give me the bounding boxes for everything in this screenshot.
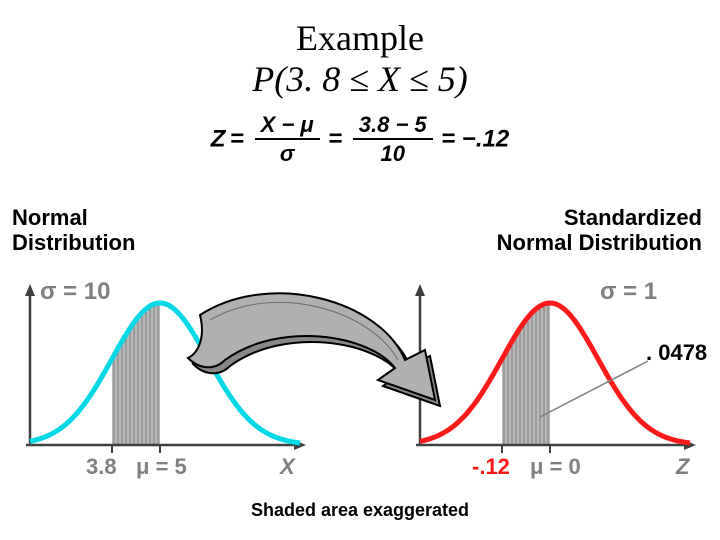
formula-frac2: 3.8 − 5 10 <box>353 111 433 168</box>
right-mu-label: μ = 0 <box>530 454 581 480</box>
left-x-tick: 3.8 <box>86 454 117 480</box>
formula-lhs: Z <box>211 125 226 152</box>
z-formula: Z = X − μ σ = 3.8 − 5 10 = −.12 <box>0 111 720 168</box>
right-axis-var: Z <box>676 454 689 480</box>
title-line2: P(3. 8 ≤ X ≤ 5) <box>0 59 720 100</box>
right-dist-label: Standardized Normal Distribution <box>497 205 702 256</box>
left-dist-label: Normal Distribution <box>12 205 135 256</box>
transform-arrow-icon <box>170 280 470 460</box>
footer-note: Shaded area exaggerated <box>0 500 720 521</box>
title-block: Example P(3. 8 ≤ X ≤ 5) <box>0 0 720 101</box>
title-line1: Example <box>0 18 720 59</box>
pointer-line-icon <box>520 355 670 435</box>
formula-frac1: X − μ σ <box>255 111 320 168</box>
formula-result: −.12 <box>462 125 509 152</box>
right-x-tick: -.12 <box>472 454 510 480</box>
